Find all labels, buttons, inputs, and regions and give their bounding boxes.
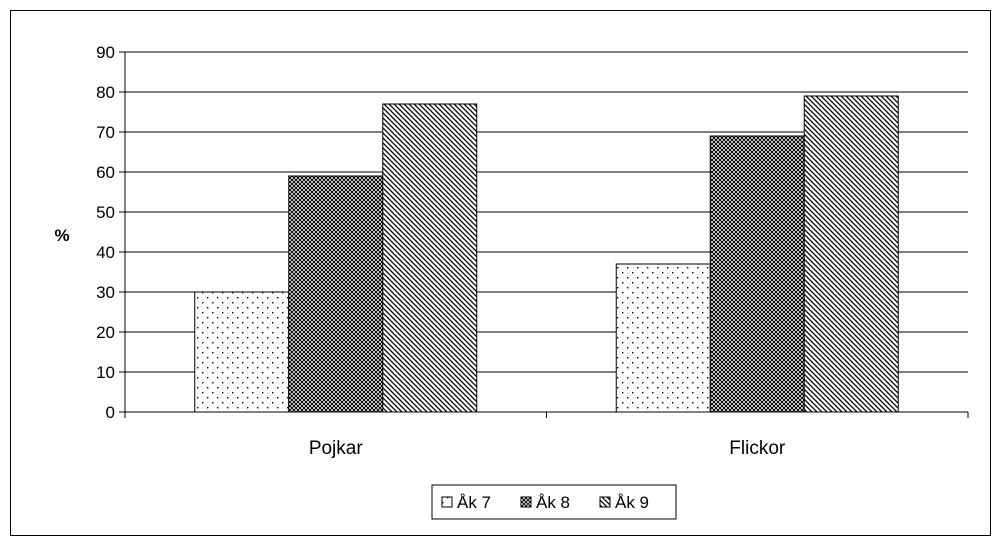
y-tick-labels: 0 10 20 30 40 50 60 70 80 90: [96, 43, 115, 422]
x-category-labels: Pojkar Flickor: [309, 438, 786, 459]
legend-label: Åk 7: [457, 493, 491, 512]
y-tick-label: 90: [96, 43, 115, 62]
legend-box: [431, 484, 677, 520]
y-tick-label: 40: [96, 243, 115, 262]
bar-chart: 0 10 20 30 40 50 60 70 80 90 Pojkar Flickor % Åk 7…: [10, 10, 991, 536]
y-axis-title: %: [54, 226, 69, 245]
bar: [194, 291, 290, 413]
axes: [119, 51, 969, 418]
legend-label: Åk 8: [536, 493, 570, 512]
x-category-label: Flickor: [729, 438, 786, 459]
legend-swatch: [520, 496, 532, 508]
bar: [615, 263, 711, 413]
chart-frame: 0 10 20 30 40 50 60 70 80 90 Pojkar Flickor % Åk 7…: [10, 10, 992, 537]
y-tick-label: 80: [96, 83, 115, 102]
bar: [709, 135, 805, 413]
y-tick-label: 70: [96, 123, 115, 142]
y-tick-label: 0: [106, 403, 115, 422]
x-category-label: Pojkar: [309, 438, 364, 459]
legend-label: Åk 9: [615, 493, 649, 512]
bars: [194, 95, 899, 413]
legend-swatch: [441, 496, 453, 508]
y-tick-label: 20: [96, 323, 115, 342]
legend-swatch: [599, 496, 611, 508]
bar: [803, 95, 899, 413]
y-tick-label: 30: [96, 283, 115, 302]
y-tick-label: 50: [96, 203, 115, 222]
y-tick-label: 60: [96, 163, 115, 182]
y-tick-label: 10: [96, 363, 115, 382]
bar: [382, 103, 478, 413]
bar: [288, 175, 384, 413]
legend: Åk 7 Åk 8 Åk 9: [431, 484, 677, 520]
